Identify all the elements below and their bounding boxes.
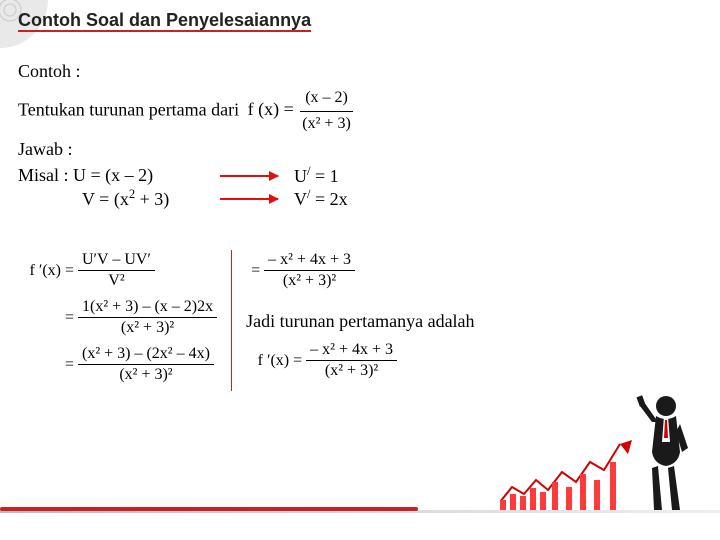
eq-row-4: = – x² + 4x + 3 (x² + 3)² [246,250,700,291]
derivation-right: = – x² + 4x + 3 (x² + 3)² Jadi turunan p… [232,250,700,391]
conclusion-text: Jadi turunan pertamanya adalah [246,311,700,332]
fx-fraction: (x – 2) (x² + 3) [300,86,352,137]
eq-row-1: f ′(x) = U′V – UV′ V² [18,250,217,291]
businessman-graphic [632,392,700,512]
slide: Contoh Soal dan Penyelesaiannya Contoh :… [0,0,720,540]
derivation-area: f ′(x) = U′V – UV′ V² = 1(x² + 3) – (x –… [18,250,700,391]
stock-line [500,444,620,502]
eq-row-2: = 1(x² + 3) – (x – 2)2x (x² + 3)² [18,297,217,338]
content-body: Contoh : Tentukan turunan pertama dari f… [18,58,700,210]
fx-label: f (x) = [248,99,294,119]
eq-row-3: = (x² + 3) – (2x² – 4x) (x² + 3)² [18,344,217,385]
derivation-left: f ′(x) = U′V – UV′ V² = 1(x² + 3) – (x –… [18,250,232,391]
line-jawab: Jawab : [18,136,700,164]
slide-title: Contoh Soal dan Penyelesaiannya [18,10,700,33]
line-tentukan: Tentukan turunan pertama dari f (x) = (x… [18,86,700,137]
stock-chart-graphic [500,432,640,512]
line-contoh: Contoh : [18,58,700,86]
header: Contoh Soal dan Penyelesaiannya [18,10,700,33]
arrow-icon [220,198,278,200]
arrow-icon [220,175,278,177]
final-answer: f ′(x) = – x² + 4x + 3 (x² + 3)² [246,340,700,381]
footer-separator [0,506,720,514]
substitution-u: Misal : U = (x – 2) U/ = 1 [18,164,700,187]
substitution-v: V = (x2 + 3) V/ = 2x [82,187,700,210]
